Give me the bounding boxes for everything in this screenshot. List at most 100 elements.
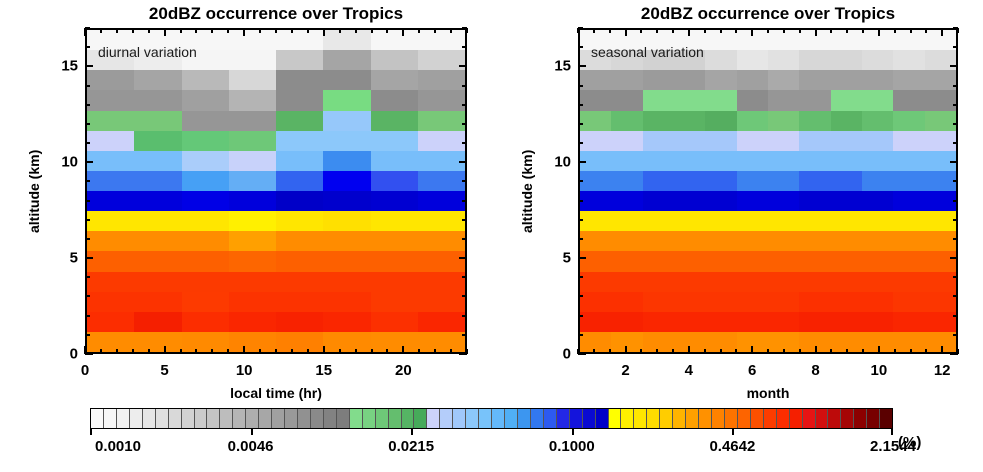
heatmap-cell	[181, 170, 229, 191]
axis-tick	[259, 28, 262, 33]
heatmap-cell	[799, 70, 831, 91]
colorbar-swatch	[362, 409, 376, 428]
colorbar-swatch	[841, 409, 855, 428]
heatmap-seasonal[interactable]	[578, 28, 958, 354]
axis-tick	[909, 28, 912, 33]
heatmap-cell	[861, 30, 894, 51]
heatmap-cell	[893, 170, 925, 191]
axis-tick	[450, 28, 453, 33]
axis-tick	[577, 349, 579, 354]
heatmap-row	[87, 251, 465, 272]
heatmap-cell	[861, 70, 894, 91]
axis-tick	[767, 349, 769, 354]
heatmap-cell	[893, 291, 925, 312]
heatmap-cell	[370, 211, 418, 232]
heatmap-row	[87, 211, 465, 232]
colorbar-swatch	[129, 409, 143, 428]
colorbar-swatch	[582, 409, 596, 428]
heatmap-cell	[417, 70, 465, 91]
axis-tick	[131, 349, 134, 354]
heatmap-cell	[924, 90, 956, 111]
heatmap-cell	[705, 311, 737, 332]
colorbar-swatch	[155, 409, 169, 428]
heatmap-cell	[417, 291, 465, 312]
heatmap-cell	[767, 90, 800, 111]
heatmap-cell	[893, 150, 925, 171]
axis-tick	[462, 314, 467, 317]
heatmap-cell	[736, 191, 768, 212]
heatmap-cell	[642, 130, 674, 151]
heatmap-cell	[323, 311, 371, 332]
yaxis-title-diurnal: altitude (km)	[26, 149, 42, 233]
heatmap-cell	[830, 211, 862, 232]
colorbar-tick	[891, 429, 893, 435]
heatmap-cell	[580, 170, 612, 191]
heatmap-cell	[580, 311, 612, 332]
axis-tick	[85, 142, 90, 145]
colorbar-swatch	[686, 409, 700, 428]
heatmap-cell	[228, 90, 276, 111]
heatmap-cell	[736, 170, 768, 191]
heatmap-cell	[417, 50, 465, 71]
heatmap-cell	[767, 30, 800, 51]
heatmap-cell	[580, 251, 612, 272]
colorbar-tick	[250, 429, 253, 435]
heatmap-cell	[181, 251, 229, 272]
axis-tick	[462, 84, 467, 87]
heatmap-cell	[276, 271, 324, 292]
colorbar-swatch	[802, 409, 816, 428]
heatmap-cell	[181, 50, 229, 71]
heatmap-cell	[134, 311, 182, 332]
axis-tick	[85, 103, 90, 106]
heatmap-cell	[736, 50, 768, 71]
heatmap-cell	[893, 130, 925, 151]
axis-tick	[877, 28, 880, 36]
colorbar-swatch	[517, 409, 531, 428]
axis-tick	[338, 28, 341, 33]
heatmap-cell	[736, 70, 768, 91]
colorbar[interactable]	[90, 408, 893, 429]
heatmap-cell	[580, 30, 612, 51]
heatmap-cell	[417, 251, 465, 272]
yaxis-tick-label: 15	[61, 57, 78, 75]
colorbar-swatch	[621, 409, 635, 428]
heatmap-cell	[228, 251, 276, 272]
heatmap-cell	[924, 211, 956, 232]
axis-tick	[275, 28, 277, 33]
colorbar-swatch	[388, 409, 402, 428]
heatmap-cell	[799, 30, 831, 51]
axis-tick	[624, 28, 627, 36]
heatmap-cell	[830, 130, 862, 151]
heatmap-cell	[276, 191, 324, 212]
heatmap-cell	[736, 211, 768, 232]
axis-tick	[925, 28, 928, 33]
heatmap-cell	[181, 191, 229, 212]
heatmap-cell	[580, 291, 612, 312]
colorbar-swatch	[272, 409, 286, 428]
heatmap-cell	[673, 130, 706, 151]
axis-tick	[893, 28, 896, 33]
heatmap-cell	[767, 130, 800, 151]
axis-tick	[131, 28, 134, 33]
heatmap-cell	[276, 331, 324, 352]
colorbar-swatch	[815, 409, 829, 428]
axis-tick	[578, 333, 583, 336]
heatmap-cell	[87, 110, 135, 131]
heatmap-cell	[861, 251, 894, 272]
heatmap-row	[87, 311, 465, 332]
heatmap-cell	[893, 231, 925, 252]
axis-tick	[953, 333, 958, 336]
axis-tick	[462, 276, 467, 279]
heatmap-cell	[642, 30, 674, 51]
heatmap-cell	[767, 170, 800, 191]
axis-tick	[703, 349, 706, 354]
heatmap-cell	[642, 50, 674, 71]
heatmap-cell	[323, 251, 371, 272]
heatmap-cell	[924, 170, 956, 191]
heatmap-cell	[323, 211, 371, 232]
heatmap-diurnal[interactable]	[85, 28, 467, 354]
axis-tick	[462, 27, 467, 29]
colorbar-swatch	[737, 409, 751, 428]
heatmap-cell	[580, 130, 612, 151]
